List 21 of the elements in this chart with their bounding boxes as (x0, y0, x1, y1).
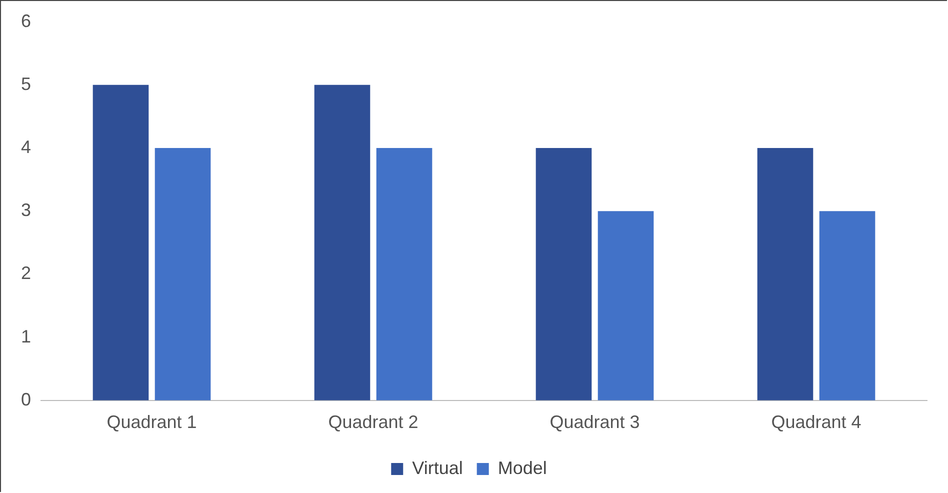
legend-label: Virtual (412, 458, 463, 478)
bar (92, 84, 149, 400)
bar (376, 148, 432, 400)
x-tick-label: Quadrant 4 (771, 412, 862, 432)
y-tick-label: 5 (20, 74, 32, 94)
bar (598, 211, 654, 400)
y-tick-label: 2 (20, 263, 32, 284)
y-tick-label: 0 (20, 389, 32, 410)
bar (536, 148, 592, 400)
x-tick-label: Quadrant 3 (550, 412, 640, 432)
y-tick-label: 4 (20, 136, 32, 157)
x-tick-label: Quadrant 1 (106, 412, 197, 432)
y-tick-label: 6 (20, 10, 32, 31)
bar (154, 148, 211, 400)
bar (314, 84, 370, 400)
y-tick-label: 3 (20, 200, 32, 220)
bar (819, 211, 876, 400)
bar (757, 148, 814, 400)
legend-label: Model (498, 458, 547, 478)
y-tick-label: 1 (20, 326, 32, 346)
x-tick-label: Quadrant 2 (328, 412, 418, 432)
